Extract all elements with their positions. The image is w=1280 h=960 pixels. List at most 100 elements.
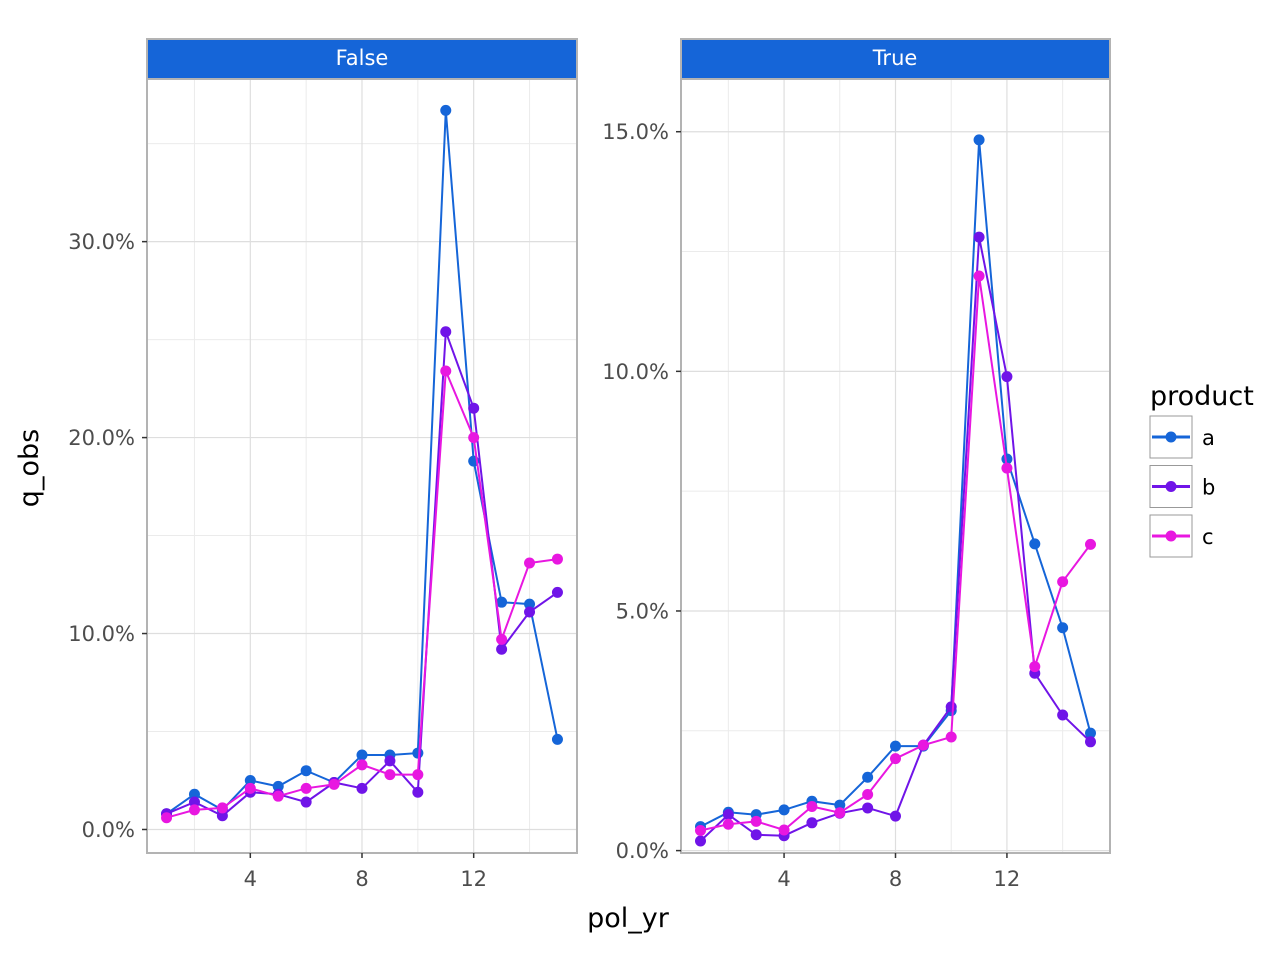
panel-true-series-c-point [778, 824, 790, 836]
legend: product a b c [1149, 381, 1254, 558]
panel-true-series-b-point [806, 817, 818, 829]
panel-true-x-tick-label: 8 [889, 867, 902, 891]
panel-true-series-c-point [945, 731, 957, 743]
legend-items: a b c [1149, 415, 1215, 558]
panel-true-series-c-point [722, 818, 734, 830]
legend-title: product [1150, 381, 1254, 412]
panel-false-series-c-point [300, 782, 312, 794]
panel-true-series-b-point [750, 829, 762, 841]
panel-true-series-a-point [890, 740, 901, 752]
panel-true-series-b-point [862, 802, 874, 814]
panel-true-series-c-point [806, 801, 818, 813]
panel-false-series-b-point [440, 326, 452, 338]
panel-false-series-a-point [272, 780, 284, 792]
panel-false-strip-label: False [336, 46, 389, 70]
panel-false-x-tick-label: 8 [355, 867, 368, 891]
panel-true-y-ticks: 0.0% 5.0% 10.0% 15.0% [602, 120, 681, 863]
panel-false-series-c-point [328, 778, 340, 790]
panel-false-series-c-point [440, 365, 452, 377]
panel-false-series-a-point [412, 747, 424, 759]
panel-true-series-b-point [695, 835, 706, 847]
y-axis-title: q_obs [14, 429, 45, 507]
panel-true-series-c-point [695, 824, 706, 836]
panel-false-series-a-point [356, 749, 368, 761]
panel-false-series-c-point [356, 759, 368, 771]
panel-false-y-ticks: 0.0% 10.0% 20.0% 30.0% [68, 230, 147, 842]
panel-true-y-tick-label: 10.0% [602, 360, 669, 384]
panel-true-strip-label: True [872, 46, 918, 70]
panel-true-series-b-point [1057, 709, 1069, 721]
panel-false-series-b-point [216, 810, 228, 822]
panel-false-series-b-point [384, 755, 396, 767]
panel-true: True 4 8 12 0.0% 5.0% 10.0% 15.0% [602, 38, 1111, 891]
panel-false-series-a-point [551, 733, 563, 745]
panel-true-series-c-point [1029, 661, 1041, 673]
panel-false-strip [146, 38, 578, 80]
panel-false-series-c-point [524, 557, 536, 569]
legend-label-a: a [1202, 426, 1215, 450]
panel-false-series-c-point [244, 782, 256, 794]
panel-true-series-a-point [862, 771, 874, 783]
panel-false-series-b-point [356, 782, 368, 794]
panel-false-series-b-point [412, 786, 424, 798]
panel-true-y-tick-label: 15.0% [602, 120, 669, 144]
panel-true-x-tick-label: 12 [994, 867, 1021, 891]
panel-false-series-a-point [300, 765, 312, 777]
panel-true-series-a-point [1085, 727, 1096, 739]
panel-false-x-tick-label: 12 [460, 867, 487, 891]
panel-true-y-tick-label: 5.0% [616, 599, 669, 623]
legend-point-c [1165, 530, 1177, 542]
panel-true-series-a-point [834, 799, 846, 811]
panel-false-series-a-point [496, 596, 508, 608]
panel-false-series-a-point [524, 598, 536, 610]
panel-false-series-c-point [161, 812, 173, 824]
legend-point-a [1165, 431, 1177, 443]
panel-false-series-c-point [551, 553, 563, 565]
panel-true-series [695, 134, 1096, 847]
panel-false-x-ticks: 4 8 12 [244, 853, 487, 891]
panel-false-series-b-point [496, 643, 508, 655]
panel-false-series-b-point [188, 796, 200, 808]
panel-true-series-b-point [945, 701, 957, 713]
panel-true-x-ticks: 4 8 12 [777, 853, 1020, 891]
panel-false-series-b-point [468, 402, 480, 414]
legend-point-b [1165, 481, 1177, 492]
panel-true-series-c-point [973, 270, 985, 282]
panel-true-series-c-point [862, 789, 874, 801]
panel-false-y-tick-label: 10.0% [68, 622, 135, 646]
panel-false-series-c-point [188, 804, 200, 816]
x-axis-title: pol_yr [587, 903, 670, 934]
panel-true-strip [680, 38, 1111, 80]
panel-true-series-b-point [1085, 736, 1096, 748]
panel-true-series-c-point [834, 807, 846, 819]
panel-false-y-tick-label: 20.0% [68, 426, 135, 450]
panel-false-x-tick-label: 4 [244, 867, 257, 891]
panel-true-series-a-point [1029, 538, 1041, 550]
panel-false: False 4 8 12 0.0% 10.0% 20.0% 30.0% [68, 38, 578, 891]
panel-true-y-tick-label: 0.0% [616, 839, 669, 863]
panel-false-series-c-point [384, 769, 396, 781]
panel-false-series-c-point [468, 432, 480, 444]
panel-false-series-c-point [412, 769, 424, 781]
panel-false-series-c-point [496, 633, 508, 645]
panel-false-y-tick-label: 0.0% [82, 818, 135, 842]
panel-true-series-a-point [973, 134, 985, 146]
panel-true-series-b-point [722, 809, 734, 821]
panel-false-series-b-point [524, 606, 536, 618]
panel-true-series-c-point [890, 753, 901, 765]
panel-true-series-c-point [1001, 462, 1013, 474]
panel-false-series-c-point [216, 802, 228, 814]
legend-label-c: c [1202, 525, 1214, 549]
panel-true-series-c-point [750, 815, 762, 827]
panel-false-series-c-point [272, 790, 284, 802]
panel-false-series-a-point [440, 104, 452, 116]
panel-true-series-c-point [917, 739, 929, 751]
panel-true-x-tick-label: 4 [777, 867, 790, 891]
panel-false-y-tick-label: 30.0% [68, 230, 135, 254]
panel-false-series-a-point [188, 788, 200, 800]
panel-true-series-c-point [1057, 576, 1069, 588]
panel-false-series-b-point [551, 586, 563, 598]
panel-true-series-a-point [778, 804, 790, 816]
legend-label-b: b [1202, 476, 1215, 500]
